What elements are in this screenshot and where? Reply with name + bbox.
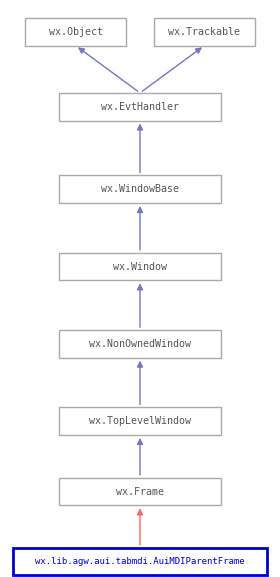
Text: wx.NonOwnedWindow: wx.NonOwnedWindow (89, 339, 191, 349)
Text: wx.Trackable: wx.Trackable (168, 27, 241, 37)
FancyBboxPatch shape (59, 330, 221, 358)
FancyBboxPatch shape (59, 253, 221, 280)
FancyBboxPatch shape (59, 407, 221, 435)
Text: wx.Frame: wx.Frame (116, 486, 164, 497)
Text: wx.Window: wx.Window (113, 261, 167, 272)
Text: wx.lib.agw.aui.tabmdi.AuiMDIParentFrame: wx.lib.agw.aui.tabmdi.AuiMDIParentFrame (35, 557, 245, 566)
FancyBboxPatch shape (59, 93, 221, 121)
Text: wx.EvtHandler: wx.EvtHandler (101, 102, 179, 112)
FancyBboxPatch shape (154, 18, 255, 46)
FancyBboxPatch shape (59, 175, 221, 203)
FancyBboxPatch shape (59, 478, 221, 505)
Text: wx.WindowBase: wx.WindowBase (101, 184, 179, 194)
FancyBboxPatch shape (25, 18, 126, 46)
FancyBboxPatch shape (13, 548, 267, 575)
Text: wx.Object: wx.Object (49, 27, 102, 37)
Text: wx.TopLevelWindow: wx.TopLevelWindow (89, 416, 191, 426)
